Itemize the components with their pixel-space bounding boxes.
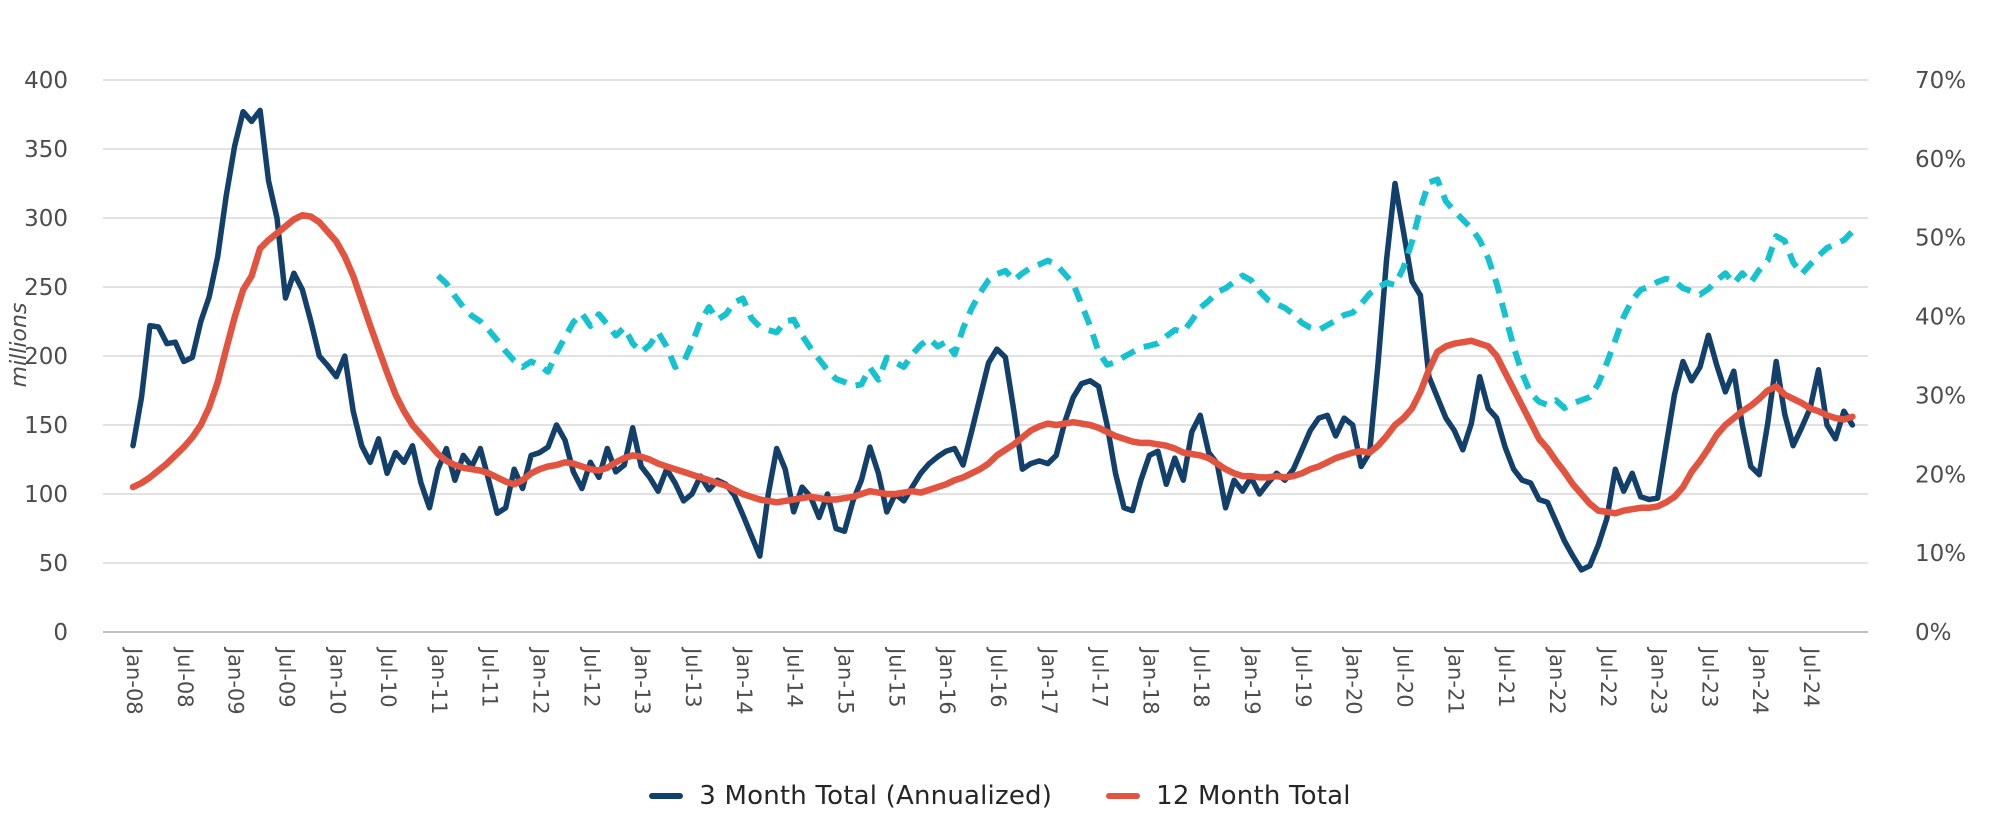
series-line-12-month-total [129, 211, 1856, 517]
x-axis-tick-label: Jan-14 [732, 646, 756, 715]
y-axis-right-tick-label: 0% [1915, 620, 1952, 646]
legend-item-3-month-total: 3 Month Total (Annualized) [649, 781, 1052, 811]
y-axis-left-tick-label: 50 [39, 551, 68, 577]
y-axis-title: millions [7, 303, 32, 388]
y-axis-right-tick-label: 70% [1915, 68, 1966, 94]
x-axis-tick-label: Jan-20 [1342, 646, 1366, 715]
x-axis-tick-label: Jul-15 [884, 646, 908, 708]
y-axis-right-tick-label: 40% [1915, 305, 1966, 331]
legend-item-12-month-total: 12 Month Total [1106, 781, 1351, 811]
x-axis-tick-label: Jan-24 [1748, 646, 1772, 715]
y-axis-left-tick-label: 250 [24, 275, 68, 301]
y-axis-left-tick-label: 0 [53, 620, 68, 646]
x-axis-tick-label: Jan-13 [630, 646, 654, 715]
y-axis-right-tick-label: 60% [1915, 147, 1966, 173]
x-axis-tick-label: Jul-19 [1291, 646, 1315, 708]
y-axis-right-tick-label: 30% [1915, 383, 1966, 409]
x-axis-tick-label: Jul-22 [1596, 646, 1620, 708]
x-axis-tick-label: Jan-09 [224, 646, 248, 715]
x-axis-tick-label: Jul-24 [1799, 646, 1823, 708]
x-axis-tick-label: Jan-17 [1037, 646, 1061, 715]
x-axis-tick-label: Jul-17 [1088, 646, 1112, 708]
x-axis-tick-label: Jul-14 [783, 646, 807, 708]
x-axis-tick-label: Jul-23 [1697, 646, 1721, 708]
x-axis-tick-label: Jan-22 [1545, 646, 1569, 715]
y-axis-left-tick-label: 150 [24, 413, 68, 439]
y-axis-right-tick-label: 10% [1915, 541, 1966, 567]
series-line-3-month-total-annualized- [130, 107, 1856, 573]
x-axis-tick-label: Jul-13 [681, 646, 705, 708]
x-axis-tick-label: Jan-16 [935, 646, 959, 715]
x-axis-tick-label: Jul-08 [173, 646, 197, 708]
legend-swatch-red-icon [1106, 793, 1141, 799]
y-axis-left-tick-label: 400 [24, 68, 68, 94]
legend-swatch-navy-icon [649, 793, 684, 799]
x-axis-tick-label: Jan-12 [529, 646, 553, 715]
series-line-dashed-right-axis [435, 176, 1855, 411]
x-axis-tick-label: Jan-08 [122, 646, 146, 715]
x-axis-tick-label: Jul-12 [579, 646, 603, 708]
legend-label: 3 Month Total (Annualized) [699, 781, 1053, 811]
x-axis-tick-label: Jan-18 [1138, 646, 1162, 715]
x-axis-tick-label: Jan-19 [1240, 646, 1264, 715]
chart-legend: 3 Month Total (Annualized) 12 Month Tota… [0, 768, 2000, 824]
x-axis-tick-label: Jan-15 [833, 646, 857, 715]
x-axis-tick-label: Jul-21 [1494, 646, 1518, 708]
legend-label: 12 Month Total [1156, 781, 1351, 811]
x-axis-tick-label: Jul-16 [986, 646, 1010, 708]
chart-canvas: 0 50 100 150 200 250 300 350 400 0% 10% 20% 30% 40% 50… [7, 68, 1966, 715]
y-axis-right-tick-label: 50% [1915, 226, 1966, 252]
x-axis-tick-label: Jul-20 [1393, 646, 1417, 708]
x-axis-tick-label: Jan-21 [1443, 646, 1467, 715]
x-axis-tick-label: Jul-11 [478, 646, 502, 708]
x-axis-tick-label: Jul-09 [274, 646, 298, 708]
x-axis-tick-label: Jan-23 [1647, 646, 1671, 715]
y-axis-right-tick-label: 20% [1915, 462, 1966, 488]
x-axis-tick-label: Jan-11 [427, 646, 451, 715]
x-axis-tick-label: Jul-18 [1189, 646, 1213, 708]
y-axis-left-tick-label: 350 [24, 137, 68, 163]
x-axis-tick-label: Jul-10 [376, 646, 400, 708]
y-axis-left-tick-label: 100 [24, 482, 68, 508]
x-axis-tick-label: Jan-10 [325, 646, 349, 715]
y-axis-left-tick-label: 200 [24, 344, 68, 370]
y-axis-left-tick-label: 300 [24, 206, 68, 232]
